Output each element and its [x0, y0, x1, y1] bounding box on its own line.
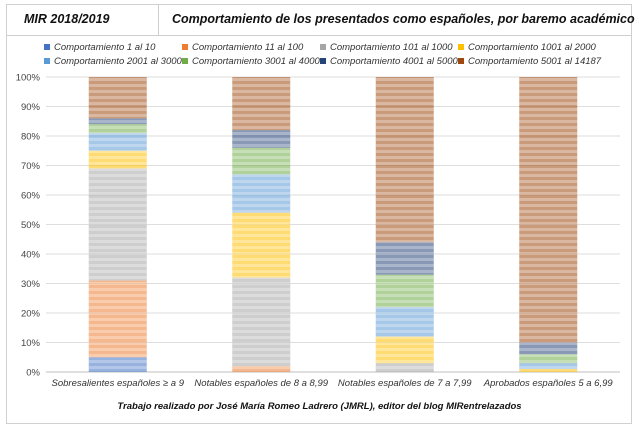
bar-segment-texture — [88, 280, 147, 358]
legend-label: Comportamiento 2001 al 3000 — [54, 56, 182, 67]
legend-item: Comportamiento 2001 al 3000 — [44, 56, 182, 67]
legend-swatch — [44, 58, 50, 65]
bar-segment-texture — [232, 147, 291, 175]
legend-swatch — [458, 58, 464, 65]
legend-item: Comportamiento 1001 al 2000 — [458, 42, 596, 53]
y-tick-label: 0% — [26, 368, 40, 379]
bar-segment-texture — [519, 369, 578, 372]
bar-segment-texture — [232, 174, 291, 213]
y-tick-label: 70% — [21, 161, 41, 172]
bar-segment-texture — [375, 242, 434, 275]
bar-segment-texture — [375, 363, 434, 372]
bar-segment-texture — [519, 363, 578, 370]
y-tick-label: 80% — [21, 132, 41, 143]
legend-item: Comportamiento 101 al 1000 — [320, 42, 453, 53]
y-tick-label: 50% — [21, 220, 41, 231]
legend-label: Comportamiento 5001 al 14187 — [468, 56, 602, 67]
bar-segment-texture — [88, 133, 147, 151]
legend-swatch — [44, 44, 50, 51]
bar-segment-texture — [232, 130, 291, 148]
bar-segment-texture — [232, 212, 291, 278]
bar-segment-texture — [519, 354, 578, 364]
mir-label: MIR 2018/2019 — [24, 12, 110, 26]
legend-item: Comportamiento 1 al 10 — [44, 42, 155, 53]
legend-swatch — [320, 58, 326, 65]
legend: Comportamiento 1 al 10 Comportamiento 11 … — [44, 40, 624, 70]
bar-segment-texture — [232, 77, 291, 131]
legend-swatch — [320, 44, 326, 51]
y-tick-label: 10% — [21, 338, 41, 349]
bar-segment-texture — [519, 77, 578, 343]
bar-segment-texture — [88, 118, 147, 125]
legend-label: Comportamiento 1001 al 2000 — [468, 42, 596, 53]
bar-segment-texture — [232, 277, 291, 367]
y-tick-label: 100% — [16, 73, 41, 84]
chart-title: Comportamiento de los presentados como e… — [172, 12, 635, 26]
legend-swatch — [182, 58, 188, 65]
bar-segment-texture — [375, 336, 434, 364]
bar-segment-texture — [519, 342, 578, 355]
bar-segment-texture — [88, 357, 147, 372]
x-category-label: Sobresalientes españoles ≥ a 9 — [52, 378, 185, 389]
y-tick-label: 30% — [21, 279, 41, 290]
x-category-label: Notables españoles de 7 a 7,99 — [338, 378, 472, 389]
bar-segment-texture — [232, 366, 291, 372]
y-tick-label: 90% — [21, 102, 41, 113]
legend-item: Comportamiento 11 al 100 — [182, 42, 303, 53]
legend-label: Comportamiento 11 al 100 — [192, 42, 304, 53]
bar-segment-texture — [88, 77, 147, 119]
bar-segment-texture — [375, 274, 434, 308]
legend-item: Comportamiento 3001 al 4000 — [182, 56, 320, 67]
bar-segment-texture — [88, 124, 147, 134]
legend-item: Comportamiento 5001 al 14187 — [458, 56, 601, 67]
bar-segment-texture — [375, 77, 434, 243]
legend-label: Comportamiento 101 al 1000 — [330, 42, 453, 53]
legend-label: Comportamiento 1 al 10 — [54, 42, 156, 53]
x-category-label: Notables españoles de 8 a 8,99 — [194, 378, 328, 389]
y-tick-label: 20% — [21, 309, 41, 320]
bar-segment-texture — [375, 307, 434, 337]
legend-label: Comportamiento 3001 al 4000 — [192, 56, 320, 67]
legend-swatch — [458, 44, 464, 51]
header-divider — [158, 4, 159, 35]
header-row: MIR 2018/2019 Comportamiento de los pres… — [6, 4, 635, 36]
y-tick-label: 40% — [21, 250, 41, 261]
x-category-label: Aprobados españoles 5 a 6,99 — [483, 378, 614, 389]
legend-item: Comportamiento 4001 al 5000 — [320, 56, 458, 67]
legend-label: Comportamiento 4001 al 5000 — [330, 56, 458, 67]
y-tick-label: 60% — [21, 191, 41, 202]
legend-swatch — [182, 44, 188, 51]
footer-credit: Trabajo realizado por José María Romeo L… — [117, 401, 522, 412]
bar-segment-texture — [88, 150, 147, 169]
bar-segment-texture — [88, 168, 147, 281]
